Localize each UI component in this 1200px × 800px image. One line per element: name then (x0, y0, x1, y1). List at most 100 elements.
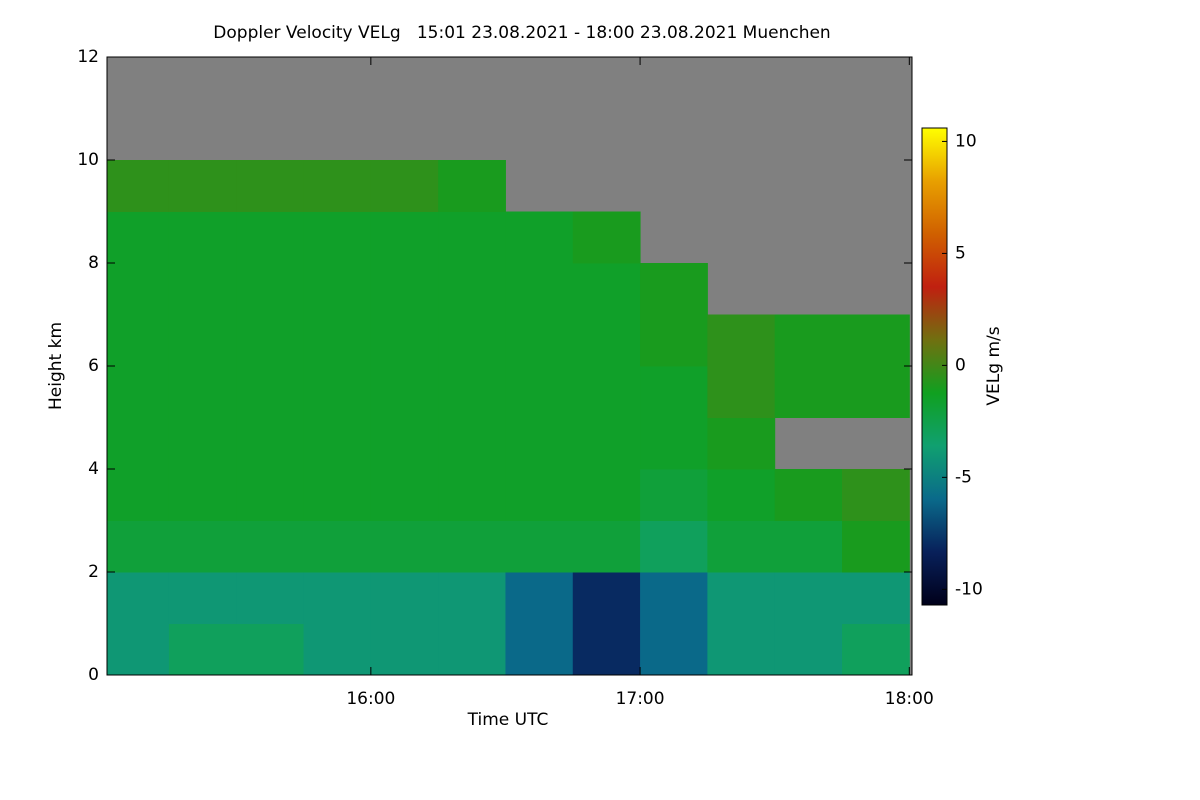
heatmap-cell (236, 469, 305, 521)
heatmap-cell (640, 572, 708, 624)
heatmap-cell (303, 366, 372, 418)
heatmap-cell (438, 520, 506, 573)
heatmap-cell (107, 572, 170, 624)
heatmap-cell (168, 160, 237, 212)
heatmap-cell (640, 366, 708, 418)
heatmap-cell (303, 160, 372, 212)
heatmap-cell (370, 314, 439, 367)
heatmap (107, 160, 910, 675)
heatmap-cell (168, 623, 237, 675)
heatmap-cell (370, 417, 439, 470)
heatmap-cell (370, 366, 439, 418)
heatmap-cell (236, 366, 305, 418)
heatmap-cell (107, 263, 170, 315)
y-tick-label: 6 (88, 356, 99, 376)
heatmap-cell (107, 520, 170, 573)
heatmap-cell (842, 520, 910, 573)
heatmap-cell (168, 469, 237, 521)
colorbar-tick-label: 10 (955, 131, 977, 151)
heatmap-cell (572, 366, 641, 418)
heatmap-cell (640, 314, 708, 367)
heatmap-cell (236, 520, 305, 573)
heatmap-cell (303, 623, 372, 675)
heatmap-cell (236, 623, 305, 675)
heatmap-cell (842, 572, 910, 624)
heatmap-cell (774, 520, 843, 573)
heatmap-cell (438, 366, 506, 418)
heatmap-cell (842, 314, 910, 367)
heatmap-cell (707, 520, 776, 573)
heatmap-cell (438, 263, 506, 315)
colorbar-tick-label: 0 (955, 355, 966, 375)
heatmap-cell (168, 211, 237, 264)
heatmap-cell (572, 417, 641, 470)
heatmap-cell (236, 160, 305, 212)
heatmap-cell (438, 314, 506, 367)
x-tick-label: 18:00 (885, 689, 934, 709)
heatmap-cell (107, 469, 170, 521)
y-tick-label: 10 (77, 150, 99, 170)
heatmap-cell (303, 417, 372, 470)
heatmap-cell (774, 366, 843, 418)
heatmap-cell (107, 211, 170, 264)
heatmap-cell (438, 211, 506, 264)
y-tick-label: 8 (88, 253, 99, 273)
heatmap-cell (168, 572, 237, 624)
heatmap-cell (107, 314, 170, 367)
heatmap-cell (572, 314, 641, 367)
heatmap-cell (236, 572, 305, 624)
heatmap-cell (303, 572, 372, 624)
heatmap-cell (572, 211, 641, 264)
y-tick-label: 12 (77, 47, 99, 67)
heatmap-cell (774, 623, 843, 675)
heatmap-cell (303, 314, 372, 367)
heatmap-cell (107, 160, 170, 212)
heatmap-cell (107, 366, 170, 418)
heatmap-cell (505, 572, 574, 624)
colorbar-tick-label: -10 (955, 579, 983, 599)
heatmap-cell (842, 469, 910, 521)
heatmap-cell (707, 572, 776, 624)
heatmap-cell (505, 211, 574, 264)
x-tick-label: 17:00 (616, 689, 665, 709)
heatmap-cell (438, 417, 506, 470)
y-tick-label: 2 (88, 562, 99, 582)
heatmap-cell (303, 520, 372, 573)
heatmap-cell (572, 623, 641, 675)
heatmap-cell (236, 314, 305, 367)
heatmap-cell (370, 623, 439, 675)
heatmap-cell (370, 263, 439, 315)
heatmap-cell (168, 417, 237, 470)
heatmap-cell (168, 520, 237, 573)
heatmap-cell (370, 211, 439, 264)
heatmap-cell (774, 469, 843, 521)
heatmap-cell (774, 314, 843, 367)
heatmap-cell (707, 417, 776, 470)
heatmap-cell (842, 623, 910, 675)
heatmap-cell (303, 211, 372, 264)
heatmap-cell (168, 263, 237, 315)
heatmap-cell (640, 520, 708, 573)
heatmap-cell (572, 263, 641, 315)
heatmap-cell (774, 572, 843, 624)
heatmap-cell (505, 623, 574, 675)
heatmap-cell (370, 572, 439, 624)
heatmap-cell (707, 314, 776, 367)
heatmap-cell (572, 520, 641, 573)
heatmap-cell (370, 520, 439, 573)
heatmap-cell (303, 263, 372, 315)
heatmap-cell (842, 366, 910, 418)
heatmap-cell (236, 263, 305, 315)
heatmap-cell (572, 572, 641, 624)
y-tick-label: 0 (88, 665, 99, 685)
heatmap-cell (572, 469, 641, 521)
chart-title: Doppler Velocity VELg 15:01 23.08.2021 -… (213, 23, 830, 43)
heatmap-cell (107, 417, 170, 470)
y-tick-label: 4 (88, 459, 99, 479)
heatmap-cell (438, 160, 506, 212)
heatmap-cell (707, 366, 776, 418)
heatmap-cell (505, 314, 574, 367)
heatmap-cell (505, 469, 574, 521)
heatmap-cell (438, 572, 506, 624)
